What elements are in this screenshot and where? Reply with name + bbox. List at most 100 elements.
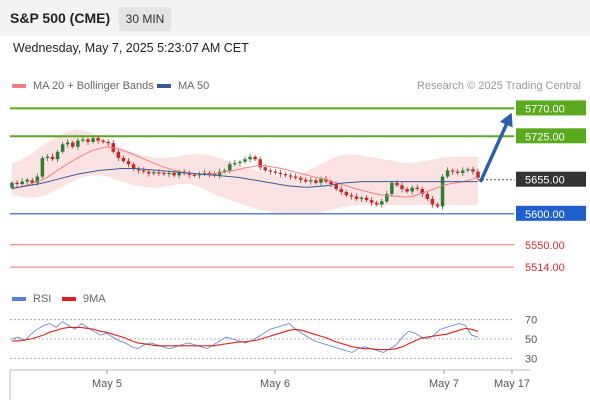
candle-body: [25, 179, 29, 182]
candle-body: [410, 187, 414, 192]
candle-body: [76, 140, 80, 147]
candle-body: [233, 162, 237, 165]
candle-body: [461, 170, 465, 173]
rsi-swatch: [12, 297, 26, 301]
level-label-bg-5655.00: [516, 171, 586, 187]
level-label-bg-5725.00: [516, 128, 586, 144]
candle-body: [258, 159, 262, 168]
rsi-line: [11, 321, 479, 353]
candle-body: [263, 167, 268, 171]
candle-body: [222, 170, 227, 172]
candle-body: [445, 170, 450, 177]
candle-body: [217, 171, 222, 176]
candle-body: [319, 179, 323, 183]
legend-ma20: MA 20 + Bollinger Bands: [12, 80, 154, 92]
candle-body: [455, 171, 460, 173]
candle-body: [374, 202, 379, 205]
level-label-5725.00: 5725.00: [525, 131, 565, 143]
candle-body: [253, 156, 257, 160]
rsi-tick-70: 70: [525, 315, 537, 327]
header-bar: [0, 0, 590, 36]
candle-body: [212, 174, 217, 176]
candle-body: [380, 201, 384, 205]
x-tick-label: May 17: [494, 378, 530, 390]
ma20-legend-label: MA 20 + Bollinger Bands: [33, 80, 154, 92]
candle-body: [466, 169, 470, 171]
candle-body: [207, 172, 212, 175]
level-label-5600.00: 5600.00: [525, 209, 565, 221]
candle-body: [405, 189, 409, 192]
bollinger-band-area: [12, 129, 478, 214]
candle-body: [192, 174, 197, 176]
rsi-ma-swatch: [62, 297, 76, 301]
candle-body: [298, 177, 303, 180]
candle-body: [329, 181, 333, 185]
rsi-ma-line: [12, 326, 479, 351]
candle-body: [435, 204, 440, 207]
candle-body: [349, 195, 354, 197]
candle-body: [136, 169, 141, 171]
credit-label: Research © 2025 Trading Central: [416, 80, 581, 92]
candle-body: [354, 196, 359, 199]
candle-body: [101, 140, 105, 142]
level-label-5655.00: 5655.00: [525, 175, 565, 187]
legend-rsi-ma: 9MA: [62, 293, 106, 305]
ma50-swatch: [157, 84, 171, 88]
rsi-ma-legend-label: 9MA: [83, 293, 106, 305]
candle-body: [147, 171, 151, 174]
candle-body: [359, 197, 364, 199]
candle-body: [288, 175, 293, 177]
legend-rsi: RSI: [12, 293, 51, 305]
level-label-5514.00: 5514.00: [525, 262, 565, 274]
ma50-line: [11, 168, 478, 189]
candle-body: [126, 161, 131, 165]
candle-body: [420, 189, 425, 194]
candle-body: [471, 169, 475, 172]
candle-body: [65, 142, 70, 145]
candle-body: [152, 172, 156, 174]
candle-body: [172, 172, 176, 176]
candle-body: [10, 182, 14, 188]
candle-body: [450, 170, 455, 172]
candle-body: [50, 156, 55, 160]
timeframe-button[interactable]: 30 MIN: [119, 7, 171, 31]
candle-body: [400, 185, 404, 189]
candle-body: [243, 159, 247, 162]
candle-body: [248, 156, 252, 160]
ma50-legend-label: MA 50: [178, 80, 210, 92]
level-label-5550.00: 5550.00: [525, 240, 565, 252]
candle-body: [71, 142, 75, 147]
candle-body: [440, 176, 445, 207]
candle-body: [268, 170, 273, 172]
rsi-tick-50: 50: [525, 334, 537, 346]
candle-body: [177, 171, 181, 176]
candle-body: [364, 197, 369, 201]
candle-body: [91, 138, 95, 142]
candle-body: [344, 192, 349, 196]
x-tick-label: May 7: [429, 378, 459, 390]
candle-body: [197, 174, 202, 176]
candle-body: [339, 189, 343, 193]
level-label-5770.00: 5770.00: [525, 103, 565, 115]
candle-body: [273, 171, 278, 173]
candle-body: [167, 172, 171, 175]
candle-body: [40, 158, 45, 177]
candle-body: [141, 170, 146, 172]
candle-body: [395, 182, 399, 186]
candle-body: [228, 164, 232, 171]
candle-body: [334, 184, 338, 189]
x-tick-label: May 6: [260, 378, 290, 390]
candle-body: [111, 143, 116, 152]
candle-body: [60, 144, 65, 152]
candle-body: [30, 180, 35, 183]
candle-body: [202, 172, 207, 175]
legend-ma50: MA 50: [157, 80, 209, 92]
instrument-title: S&P 500 (CME): [10, 10, 111, 26]
candle-body: [55, 151, 60, 160]
candle-body: [238, 161, 242, 163]
level-label-bg-5770.00: [516, 100, 586, 116]
candle-body: [385, 193, 389, 202]
candle-body: [476, 171, 480, 178]
candle-body: [283, 174, 288, 176]
